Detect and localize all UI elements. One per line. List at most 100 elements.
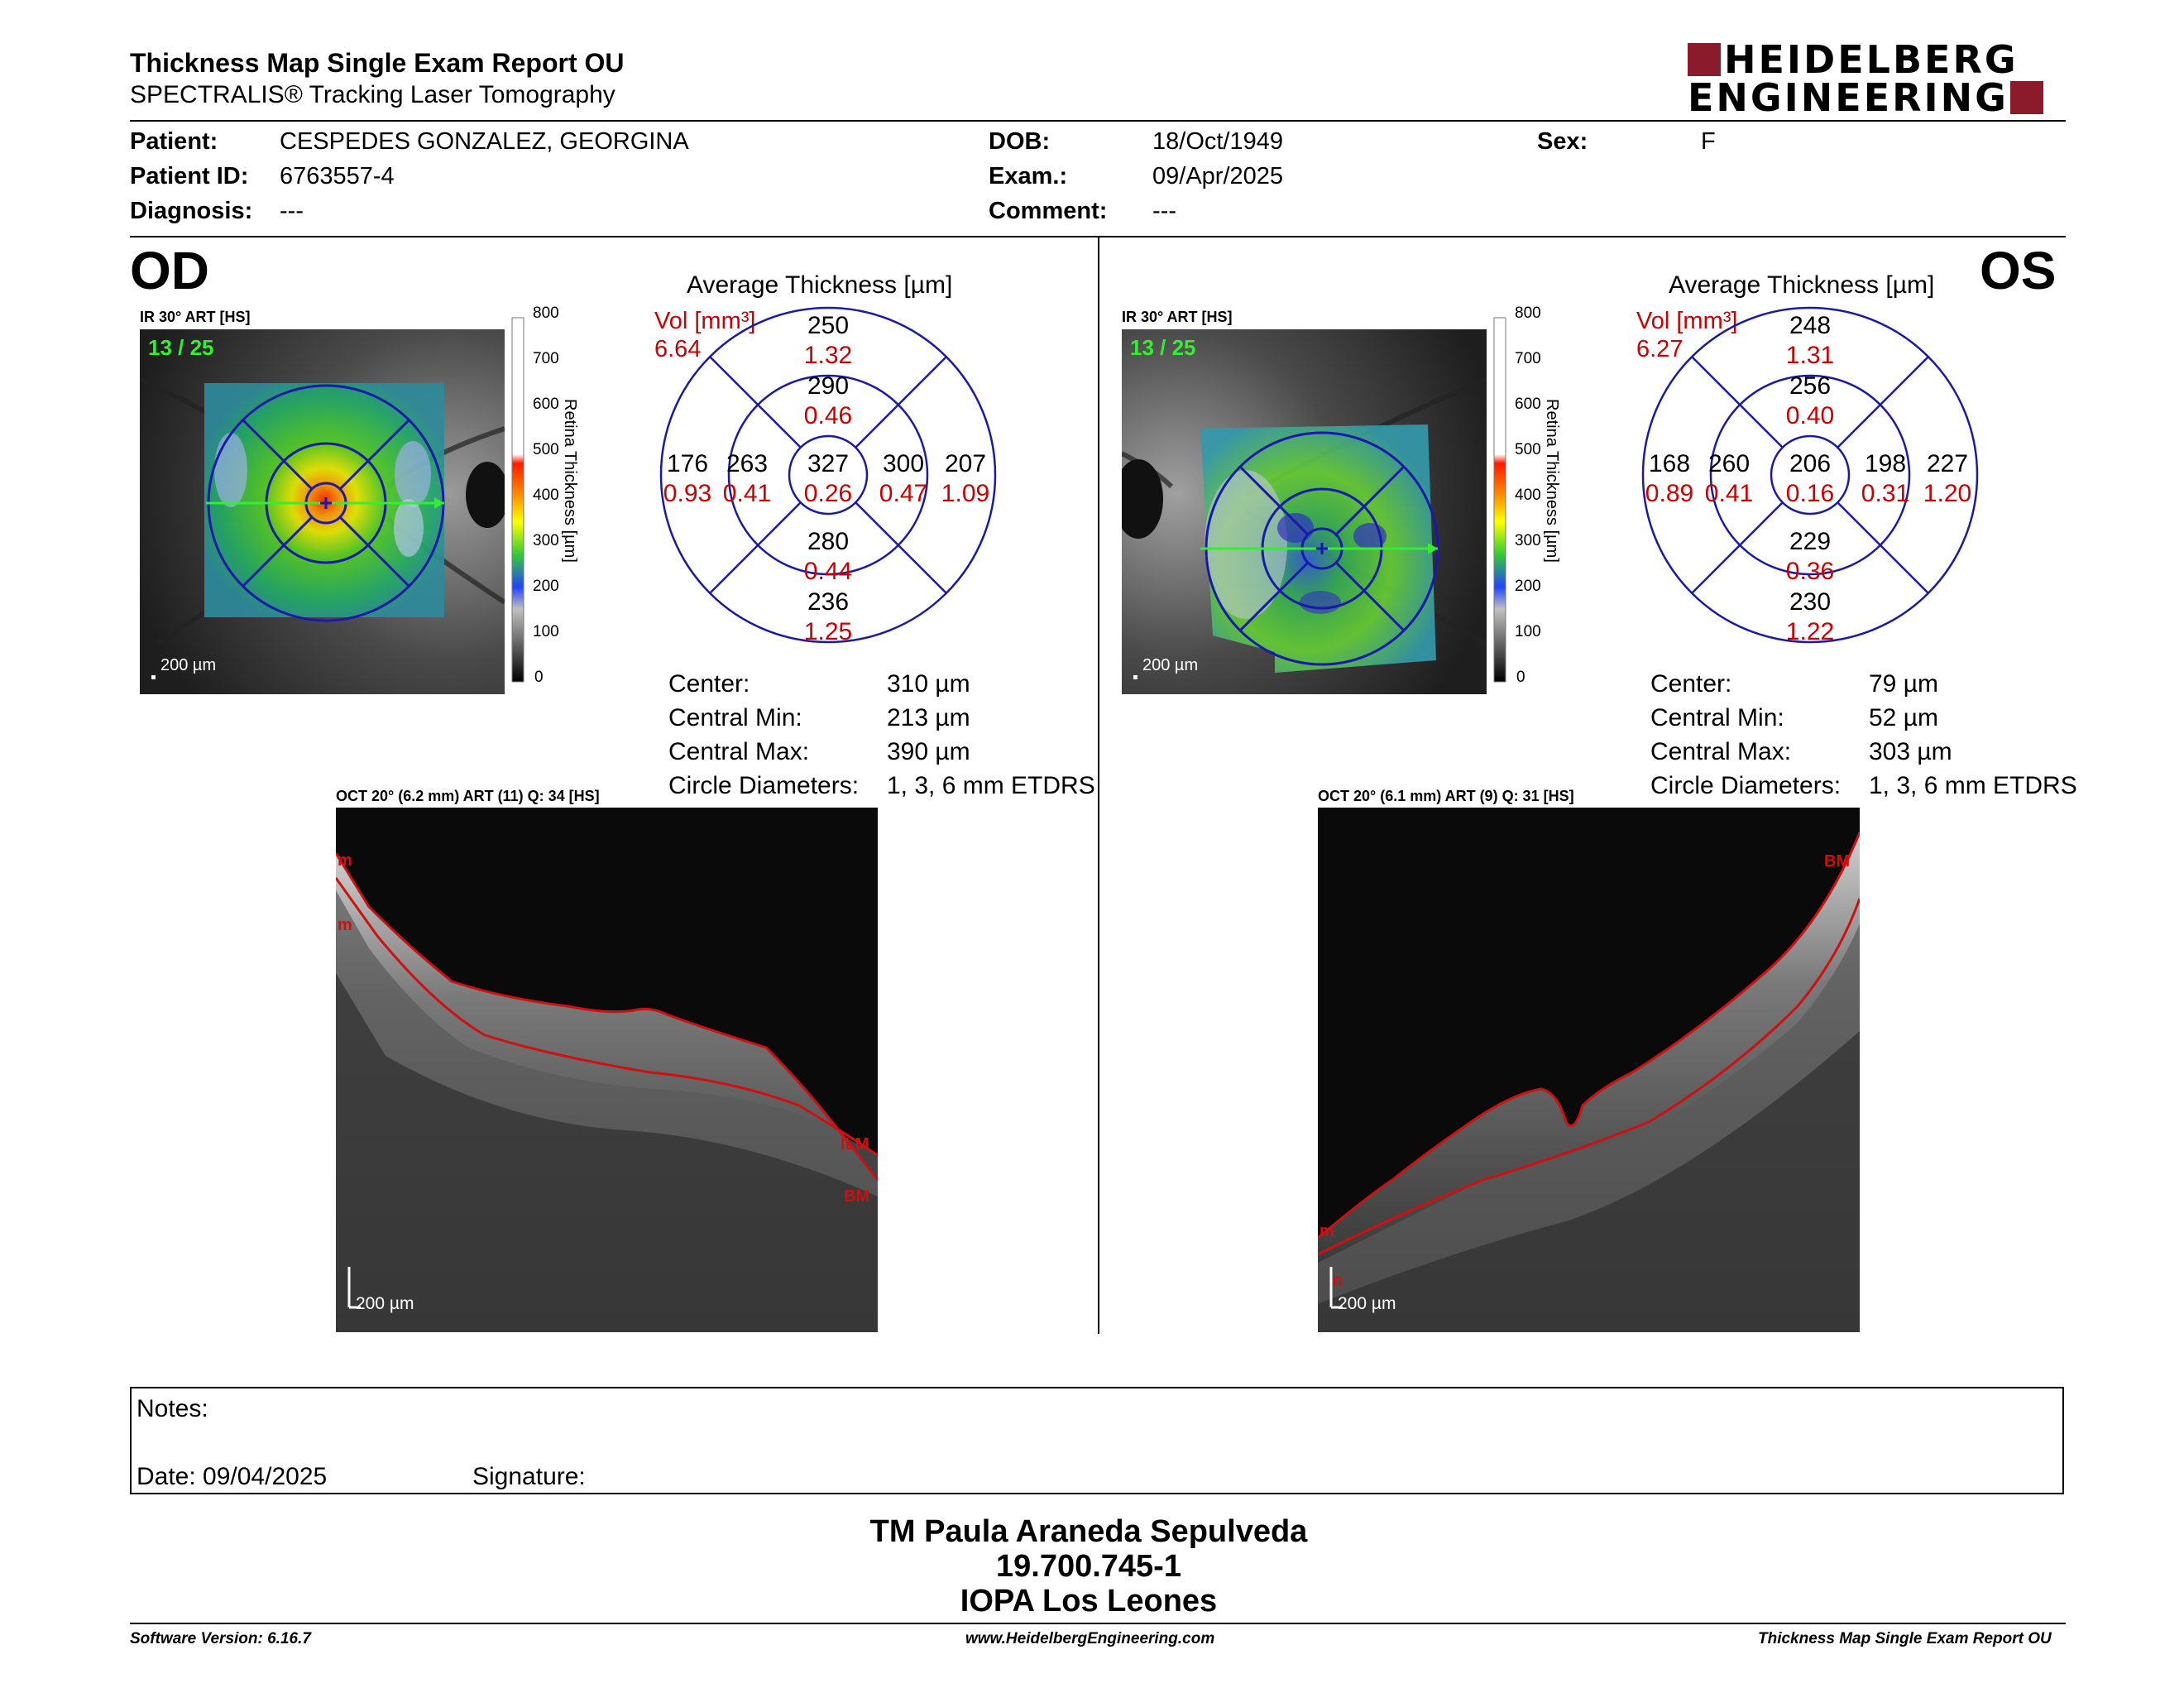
sector-inner-right-volume: 0.31 — [1861, 480, 1910, 507]
patient-id-label: Patient ID: — [130, 163, 249, 189]
sector-outer-sup-volume: 1.31 — [1785, 342, 1835, 369]
frame-counter-od: 13 / 25 — [148, 335, 214, 360]
sector-inner-sup-thickness: 256 — [1789, 372, 1832, 400]
divider-top — [130, 120, 2066, 122]
sex-label: Sex: — [1537, 128, 1588, 155]
exam-label: Exam.: — [989, 163, 1068, 189]
tick-label: 200 — [1515, 578, 1541, 595]
sector-outer-right-thickness: 227 — [1926, 450, 1969, 477]
heidelberg-logo: HEIDELBERG ENGINEERING — [1688, 41, 2070, 120]
tick-label: 200 — [533, 578, 559, 595]
tick-label: 300 — [533, 532, 559, 549]
vol-label-os: Vol [mm³] — [1636, 308, 1738, 334]
notes-label: Notes: — [136, 1395, 208, 1422]
eye-label-os: OS — [1980, 241, 2057, 300]
scale-bar-od: 200 µm — [160, 656, 217, 674]
stat-value: 303 µm — [1869, 738, 1952, 765]
logo-word-2: ENGINEERING — [1688, 75, 2009, 120]
notes-box[interactable]: Notes: Date: 09/04/2025 Signature: — [130, 1387, 2064, 1494]
sector-inner-inf-thickness: 229 — [1789, 528, 1832, 555]
avg-thickness-title-od: Average Thickness [µm] — [687, 271, 953, 299]
comment-label: Comment: — [989, 198, 1108, 224]
svg-text:m: m — [338, 916, 352, 934]
sector-center-thickness: 206 — [1789, 450, 1832, 477]
stat-label: Circle Diameters: — [1650, 772, 1842, 799]
oct-scale-od: 200 µm — [356, 1294, 414, 1313]
tick-label: 700 — [533, 350, 559, 367]
tick-label: 400 — [533, 487, 559, 504]
colorbar-ticks-od: 800 700 600 500 400 300 200 100 0 — [533, 305, 566, 693]
sector-inner-inf-volume: 0.36 — [1785, 558, 1835, 585]
sector-inner-left-volume: 0.41 — [1704, 480, 1754, 507]
tick-label: 700 — [1515, 350, 1541, 367]
diagnosis-label: Diagnosis: — [130, 198, 253, 224]
sector-inner-sup-volume: 0.40 — [1785, 402, 1835, 429]
divider-patient — [130, 236, 2066, 237]
logo-square-icon-2 — [2009, 81, 2043, 114]
sector-outer-sup-volume: 1.32 — [803, 342, 853, 369]
report-subtitle: SPECTRALIS® Tracking Laser Tomography — [130, 81, 615, 108]
colorbar-os — [1493, 317, 1506, 683]
signer-name: TM Paula Araneda Sepulveda — [869, 1514, 1308, 1549]
fundus-image-od — [140, 329, 505, 694]
sector-outer-left-volume: 0.93 — [663, 480, 712, 507]
patient-label: Patient: — [130, 128, 218, 155]
tick-label: 800 — [533, 305, 559, 322]
sector-center-thickness: 327 — [807, 450, 850, 477]
oct-label-os: OCT 20° (6.1 mm) ART (9) Q: 31 [HS] — [1318, 788, 1574, 804]
stat-label: Central Max: — [1650, 738, 1792, 765]
stat-value: 310 µm — [887, 670, 970, 698]
logo-square-icon — [1688, 43, 1721, 76]
tick-label: 0 — [534, 669, 544, 686]
sector-inner-sup-thickness: 290 — [807, 372, 850, 400]
sector-inner-left-thickness: 260 — [1707, 450, 1751, 477]
divider-footer — [130, 1623, 2066, 1624]
stat-value: 52 µm — [1869, 704, 1938, 731]
sector-outer-sup-thickness: 250 — [807, 312, 850, 339]
sector-center-volume: 0.16 — [1785, 480, 1835, 507]
stat-label: Central Max: — [668, 738, 810, 765]
tick-label: 400 — [1515, 487, 1541, 504]
stat-label: Central Min: — [1650, 704, 1784, 731]
tick-label: 800 — [1515, 305, 1541, 322]
tick-label: 600 — [533, 396, 559, 413]
website-link[interactable]: www.HeidelbergEngineering.com — [965, 1630, 1215, 1647]
report-title: Thickness Map Single Exam Report OU — [130, 48, 625, 78]
patient-id-value: 6763557-4 — [280, 163, 395, 189]
sector-inner-left-volume: 0.41 — [722, 480, 772, 507]
sector-inner-inf-volume: 0.44 — [803, 558, 853, 585]
stat-label: Center: — [1650, 670, 1732, 698]
sector-outer-inf-volume: 1.25 — [803, 618, 853, 645]
oct-bscan-od: m m — [336, 808, 878, 1332]
oct-bscan-os: m n — [1318, 808, 1860, 1332]
sector-inner-inf-thickness: 280 — [807, 528, 850, 555]
sector-outer-left-thickness: 176 — [666, 450, 709, 477]
sector-outer-left-volume: 0.89 — [1645, 480, 1694, 507]
exam-value: 09/Apr/2025 — [1152, 163, 1284, 189]
signature-field: Signature: — [472, 1463, 586, 1490]
dob-label: DOB: — [989, 128, 1051, 155]
sector-inner-left-thickness: 263 — [726, 450, 769, 477]
stat-label: Circle Diameters: — [668, 772, 860, 799]
stat-value: 1, 3, 6 mm ETDRS — [887, 772, 1095, 799]
scale-bar-os: 200 µm — [1142, 656, 1199, 674]
eye-label-od: OD — [130, 241, 209, 300]
stat-value: 390 µm — [887, 738, 970, 765]
tick-label: 500 — [533, 441, 559, 458]
sector-outer-inf-volume: 1.22 — [1785, 618, 1835, 645]
stat-value: 79 µm — [1869, 670, 1938, 698]
tick-label: 500 — [1515, 441, 1541, 458]
comment-value: --- — [1152, 198, 1176, 224]
sector-center-volume: 0.26 — [803, 480, 853, 507]
tick-label: 100 — [1515, 623, 1541, 640]
frame-counter-os: 13 / 25 — [1130, 335, 1196, 360]
software-version: Software Version: 6.16.7 — [130, 1630, 311, 1647]
stat-value: 1, 3, 6 mm ETDRS — [1869, 772, 2077, 799]
etdrs-grid-od — [659, 306, 997, 644]
etdrs-values-os: 248 1.31 256 0.40 168 0.89 260 0.41 206 … — [1640, 305, 1980, 645]
date-field: Date: 09/04/2025 — [136, 1463, 328, 1490]
tick-label: 0 — [1516, 669, 1525, 686]
sector-inner-right-thickness: 300 — [882, 450, 925, 477]
seg-label-ilm-od: ILM — [841, 1135, 869, 1153]
ir-label-os: IR 30° ART [HS] — [1122, 309, 1233, 325]
